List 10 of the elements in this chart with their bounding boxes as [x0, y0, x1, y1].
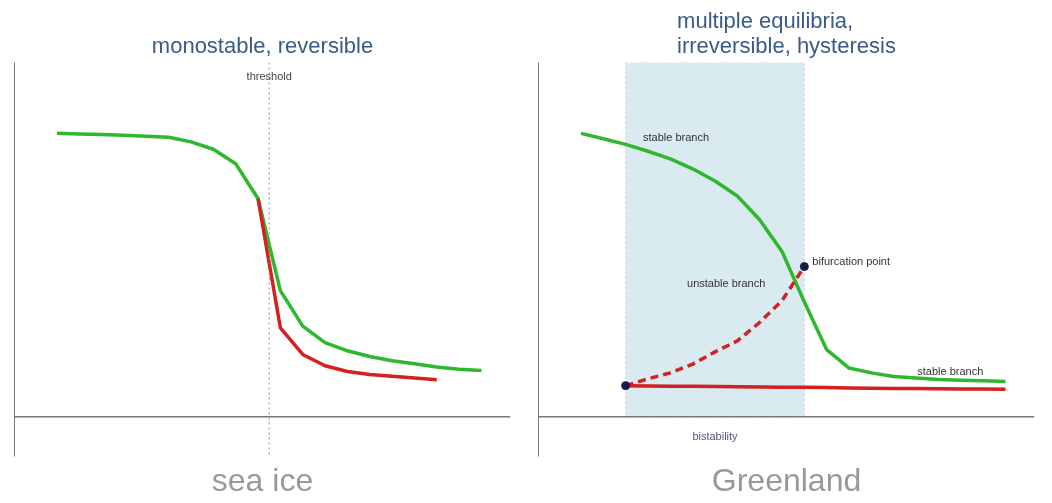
text: bistability [692, 430, 739, 443]
annotation: stable branch [917, 364, 984, 377]
chart-title: monostable, reversible [151, 32, 374, 58]
x-axis-title: Greenland [711, 461, 862, 498]
annotation: unstable branch [687, 276, 766, 289]
annotation: bifurcation point [812, 254, 891, 267]
annotation: stable branch [643, 131, 710, 144]
text: threshold [246, 70, 292, 83]
chart-title: multiple equilibria, irreversible, hysteresis [677, 7, 896, 58]
x-axis-title: sea ice [211, 461, 314, 498]
